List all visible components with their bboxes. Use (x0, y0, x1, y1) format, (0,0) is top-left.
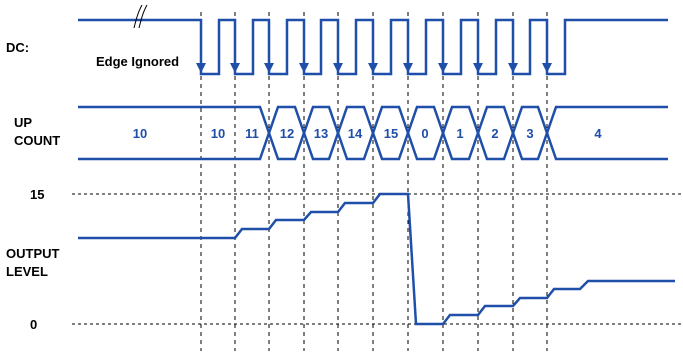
bus-bottom-line (78, 129, 668, 161)
count-value: 10 (133, 126, 147, 141)
up-count-label-line2: COUNT (14, 133, 60, 148)
up-count-bus: 10 10 11 12 13 14 15 0 1 2 3 4 (78, 105, 668, 161)
dc-label: DC: (6, 40, 29, 55)
edge-arrow-icon (403, 63, 413, 73)
edge-arrow-icon (333, 63, 343, 73)
edge-arrow-icon (264, 63, 274, 73)
edge-arrow-icon (230, 63, 240, 73)
output-level-label-line2: LEVEL (6, 264, 48, 279)
count-value: 14 (348, 126, 363, 141)
count-value: 0 (421, 126, 428, 141)
up-count-label-line1: UP (14, 115, 32, 130)
dc-signal (78, 4, 668, 76)
edge-arrow-icon (508, 63, 518, 73)
edge-arrow-icon (473, 63, 483, 73)
level-max-label: 15 (30, 187, 44, 202)
count-value: 3 (526, 126, 533, 141)
dc-waveform (78, 18, 668, 76)
output-level-waveform (78, 192, 675, 326)
count-values: 10 10 11 12 13 14 15 0 1 2 3 4 (133, 126, 603, 141)
edge-arrow-icon (542, 63, 552, 73)
count-value: 10 (211, 126, 225, 141)
edge-arrow-icon (196, 63, 206, 73)
edge-ignored-break-mark (133, 4, 143, 29)
edge-ignored-note: Edge Ignored (96, 54, 179, 69)
dc-edge-arrows (196, 63, 552, 73)
count-value: 12 (280, 126, 294, 141)
count-value: 1 (456, 126, 463, 141)
level-min-label: 0 (30, 317, 37, 332)
count-value: 11 (245, 126, 259, 141)
count-value: 15 (384, 126, 398, 141)
count-value: 13 (314, 126, 328, 141)
edge-ignored-break-mark (138, 4, 148, 29)
count-value: 2 (491, 126, 498, 141)
edge-arrow-icon (368, 63, 378, 73)
count-value: 4 (594, 126, 602, 141)
edge-arrow-icon (438, 63, 448, 73)
output-level-label-line1: OUTPUT (6, 246, 60, 261)
edge-arrow-icon (299, 63, 309, 73)
